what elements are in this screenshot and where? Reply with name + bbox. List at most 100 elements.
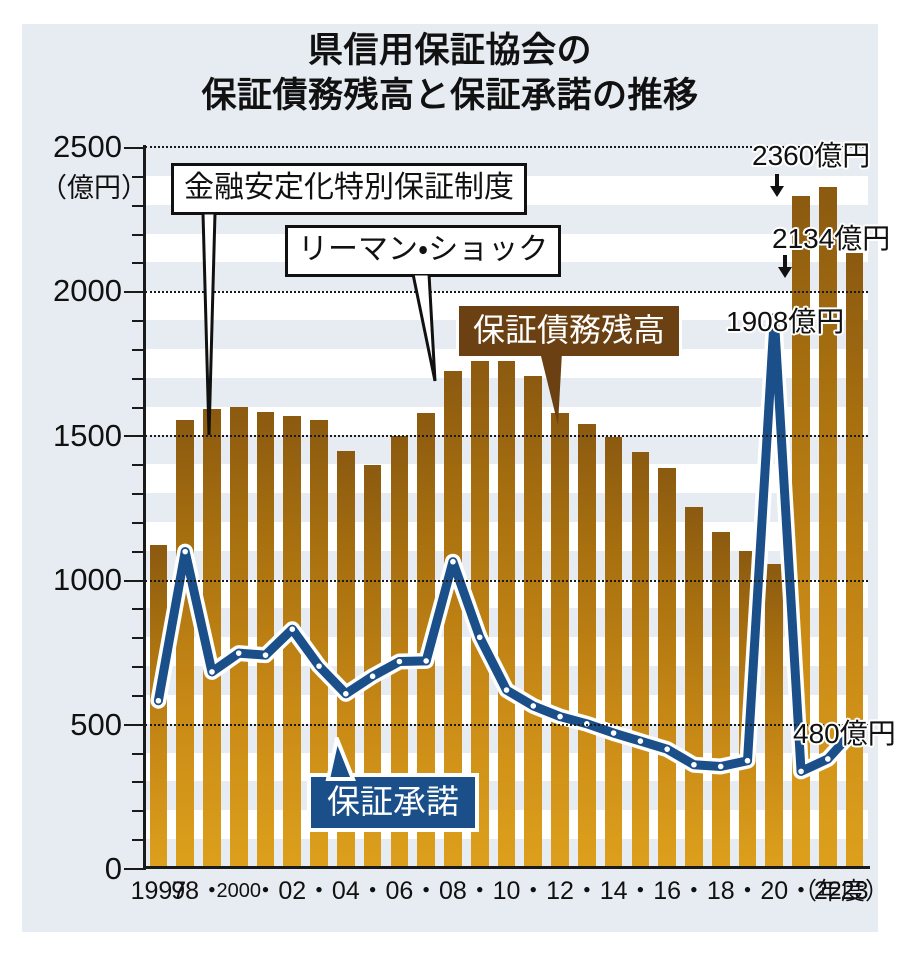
line-marker-2006 (394, 657, 404, 666)
line-marker-2020 (769, 313, 779, 323)
bar-2012 (551, 413, 569, 868)
gridline-1500 (145, 435, 868, 438)
line-marker-2016 (662, 744, 672, 754)
x-tick-label-2022: 22 (813, 877, 842, 905)
x-label-separator: ・ (520, 877, 546, 905)
line-marker-2004 (341, 689, 351, 699)
x-tick-label-1997: 1997 (130, 877, 187, 905)
x-tick-label-2023: 23 (840, 877, 869, 905)
y-tick-label-0: 0 (104, 851, 122, 886)
bar-2017 (685, 506, 703, 868)
bar-2008 (444, 370, 462, 868)
y-tick-1500 (124, 435, 144, 438)
callout-approval-pointer (325, 737, 356, 781)
bar-2015 (631, 451, 650, 868)
line-marker-2012 (555, 712, 565, 721)
bar-2014 (604, 436, 623, 868)
bar-2005 (363, 464, 382, 868)
callout-balance-legend: 保証債務残高 (456, 303, 683, 359)
y-tick-label-2000: 2000 (53, 273, 122, 308)
line-marker-1997 (153, 696, 163, 706)
plot-area (145, 146, 868, 868)
value-note-2360: 2360億円 (752, 140, 871, 171)
y-tick-300 (132, 781, 144, 784)
y-tick-700 (132, 666, 144, 669)
gridline-top (145, 146, 868, 148)
line-marker-2005 (368, 671, 378, 681)
line-marker-2017 (689, 760, 699, 770)
x-tick-label-2008: 08 (439, 877, 467, 905)
y-tick-1300 (132, 493, 144, 496)
line-marker-2008 (448, 557, 458, 567)
x-label-separator: ・ (467, 877, 493, 905)
x-label-separator: ・ (360, 877, 386, 905)
y-tick-label-2500: 2500 (53, 129, 122, 164)
x-tick-label-2002: 02 (278, 877, 307, 905)
bar-2018 (711, 532, 730, 868)
x-tick-label-1998: 98 (171, 877, 200, 905)
x-tick-label-2020: 20 (760, 877, 789, 905)
x-axis-line (143, 866, 870, 869)
y-tick-2300 (132, 204, 144, 207)
bar-2020 (765, 563, 784, 868)
bar-2003 (310, 420, 328, 868)
line-marker-2014 (609, 728, 619, 738)
line-marker-2003 (314, 661, 324, 671)
callout-lehman-shock: リーマン・ショック (285, 225, 562, 277)
x-label-separator: ・ (199, 877, 225, 905)
y-tick-2200 (132, 233, 144, 236)
x-tick-label-2006: 06 (385, 877, 414, 905)
y-tick-label-1000: 1000 (53, 562, 122, 597)
y-tick-label-1500: 1500 (53, 418, 122, 453)
callout-balance-pointer (540, 352, 562, 425)
line-series-approval (150, 309, 863, 780)
bar-2023 (845, 252, 864, 868)
y-tick-2100 (132, 262, 144, 265)
line-marker-2019 (743, 756, 752, 766)
y-tick-1900 (132, 320, 144, 323)
callout-lehman-pointer (411, 274, 437, 382)
line-marker-2001 (261, 650, 270, 660)
bar-2013 (577, 424, 596, 868)
bar-2001 (256, 412, 275, 868)
y-tick-label-500: 500 (70, 707, 122, 742)
bar-2010 (497, 361, 516, 868)
gridline-1000 (145, 579, 868, 582)
line-marker-2010 (502, 685, 511, 695)
line-path-approval (153, 313, 860, 776)
bar-2016 (658, 468, 676, 868)
x-tick-label-2016: 16 (653, 877, 682, 905)
bar-2011 (524, 376, 543, 868)
x-label-separator: ・ (681, 877, 707, 905)
x-label-separator: ・ (306, 877, 332, 905)
line-marker-2011 (528, 701, 538, 711)
gridline-2000 (145, 291, 868, 294)
x-tick-label-2018: 18 (706, 877, 735, 905)
y-tick-1100 (132, 550, 144, 553)
line-marker-2007 (421, 656, 431, 666)
y-axis-unit-label: （億円） (40, 173, 148, 203)
bar-2022 (818, 187, 837, 868)
line-marker-2009 (475, 632, 485, 642)
value-note-480: 480億円 (793, 718, 896, 749)
callout-approval-legend: 保証承諾 (307, 773, 479, 832)
line-marker-2022 (823, 754, 833, 764)
x-label-separator: ・ (574, 877, 600, 905)
y-tick-2400 (132, 175, 144, 178)
line-marker-2018 (716, 762, 726, 771)
y-tick-200 (132, 810, 144, 813)
y-tick-1800 (132, 348, 144, 351)
x-axis-labels: （年度） 1997 98 ・ 2000 ・ 02 ・ 04 ・ 06 ・ 08 ・ 10 ・ 12 ・ 14 ・ 16… (0, 874, 900, 914)
x-label-separator: ・ (627, 877, 653, 905)
line-marker-1999 (207, 667, 217, 677)
bar-1998 (176, 420, 194, 868)
x-label-separator: ・ (413, 877, 439, 905)
value-note-2134: 2134億円 (772, 223, 891, 254)
x-label-separator: ・ (788, 877, 814, 905)
y-tick-1400 (132, 464, 144, 467)
x-axis-unit-label: （年度） (793, 878, 889, 905)
x-tick-label-2014: 14 (599, 877, 628, 905)
bar-2006 (390, 436, 409, 868)
y-tick-800 (132, 637, 144, 640)
